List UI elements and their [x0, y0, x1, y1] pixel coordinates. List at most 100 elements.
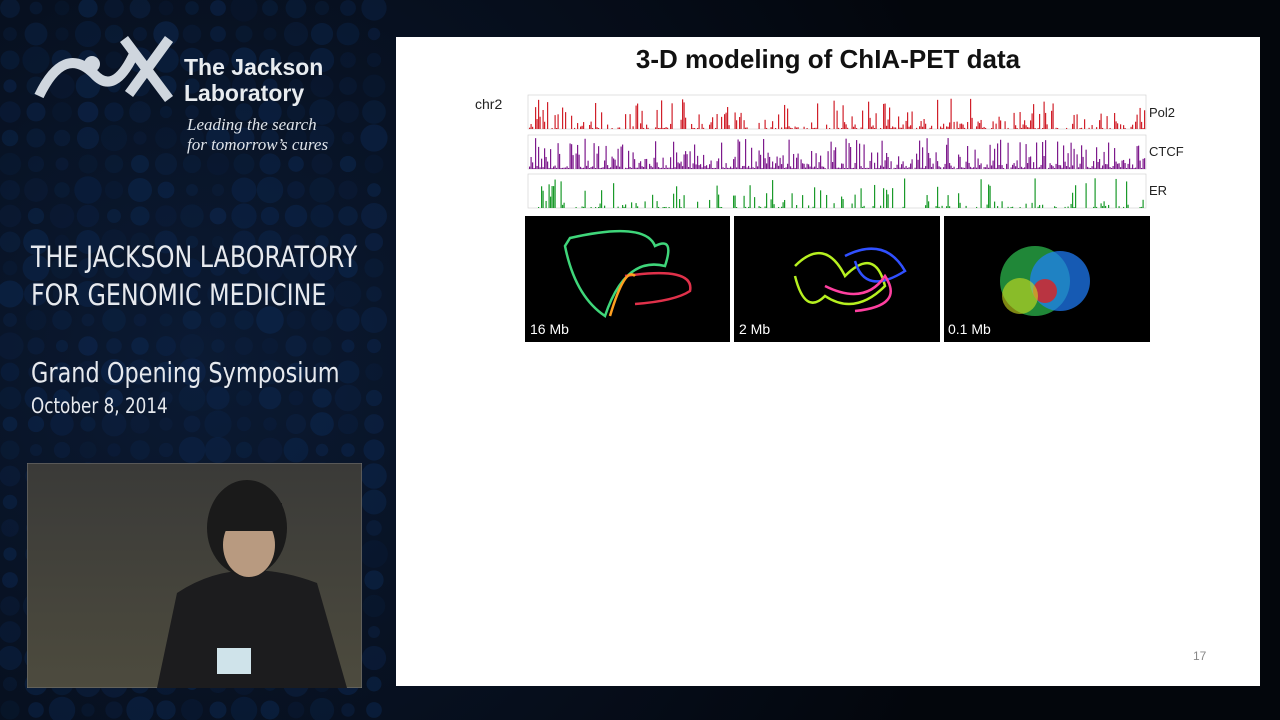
decor	[748, 206, 750, 208]
decor	[1028, 157, 1030, 169]
decor	[814, 166, 816, 169]
decor	[23, 229, 49, 255]
decor	[958, 127, 960, 129]
decor	[907, 112, 909, 129]
decor	[979, 165, 981, 169]
decor	[153, 21, 179, 47]
decor	[1120, 167, 1122, 169]
decor	[529, 127, 531, 129]
decor	[155, 205, 177, 227]
decor	[3, 27, 17, 41]
decor	[1073, 148, 1075, 169]
decor	[841, 196, 843, 208]
decor	[763, 138, 765, 169]
decor	[941, 127, 943, 129]
decor	[803, 163, 805, 169]
decor	[0, 180, 20, 200]
decor	[995, 167, 997, 169]
decor	[76, 126, 100, 150]
decor	[361, 645, 387, 671]
decor	[758, 150, 760, 169]
decor	[3, 313, 17, 327]
decor	[105, 51, 123, 69]
decor	[920, 167, 922, 169]
event-title-line: THE JACKSON LABORATORY	[31, 240, 358, 274]
decor	[986, 204, 988, 208]
decor	[839, 167, 841, 169]
decor	[545, 156, 547, 169]
decor	[1015, 166, 1017, 169]
decor	[712, 117, 714, 129]
decor	[812, 127, 814, 129]
decor	[1054, 167, 1056, 169]
decor	[941, 205, 943, 208]
decor	[782, 155, 784, 169]
decor	[778, 114, 780, 129]
decor	[761, 167, 763, 169]
decor	[701, 167, 703, 169]
decor	[907, 167, 909, 169]
decor	[776, 156, 778, 169]
decor	[1027, 163, 1029, 169]
decor	[991, 165, 993, 169]
decor	[234, 336, 254, 356]
decor	[0, 621, 21, 643]
decor	[842, 105, 844, 129]
decor	[617, 148, 619, 169]
decor	[230, 696, 258, 720]
decor	[53, 441, 71, 459]
decor	[830, 141, 832, 169]
decor	[310, 22, 334, 46]
decor	[24, 22, 48, 46]
decor	[1108, 142, 1110, 169]
decor	[964, 167, 966, 169]
decor	[24, 386, 48, 410]
event-title: THE JACKSON LABORATORY FOR GENOMIC MEDIC…	[31, 238, 357, 314]
decor	[361, 463, 387, 489]
decor	[1024, 120, 1026, 129]
decor	[541, 186, 543, 208]
decor	[556, 167, 558, 169]
decor	[862, 167, 864, 169]
decor	[656, 109, 658, 129]
decor	[940, 126, 942, 129]
decor	[926, 195, 928, 208]
decor	[661, 100, 663, 129]
decor	[676, 152, 678, 169]
decor	[688, 166, 690, 169]
decor	[261, 337, 279, 355]
decor	[715, 127, 717, 129]
decor	[571, 115, 573, 129]
decor	[622, 205, 624, 208]
decor	[740, 112, 742, 129]
decor	[787, 108, 789, 129]
decor	[860, 188, 862, 208]
decor	[664, 206, 666, 208]
decor	[683, 195, 685, 208]
decor	[712, 168, 714, 169]
decor	[211, 365, 225, 379]
decor	[1091, 125, 1093, 129]
decor	[884, 103, 886, 129]
decor	[682, 99, 684, 129]
decor	[257, 359, 283, 385]
decor	[363, 439, 385, 461]
decor	[81, 703, 95, 717]
decor	[988, 184, 990, 208]
decor	[709, 164, 711, 169]
decor	[992, 160, 994, 169]
decor	[1016, 160, 1018, 169]
decor	[797, 153, 799, 169]
decor	[775, 127, 777, 129]
decor	[364, 258, 384, 278]
decor	[755, 161, 757, 169]
decor	[838, 167, 840, 169]
decor	[709, 124, 711, 129]
decor	[1037, 206, 1039, 208]
decor	[159, 417, 173, 431]
panel-label: 16 Mb	[530, 321, 569, 337]
decor	[838, 127, 840, 129]
decor	[25, 309, 47, 331]
decor	[833, 203, 835, 208]
decor	[1069, 167, 1071, 169]
